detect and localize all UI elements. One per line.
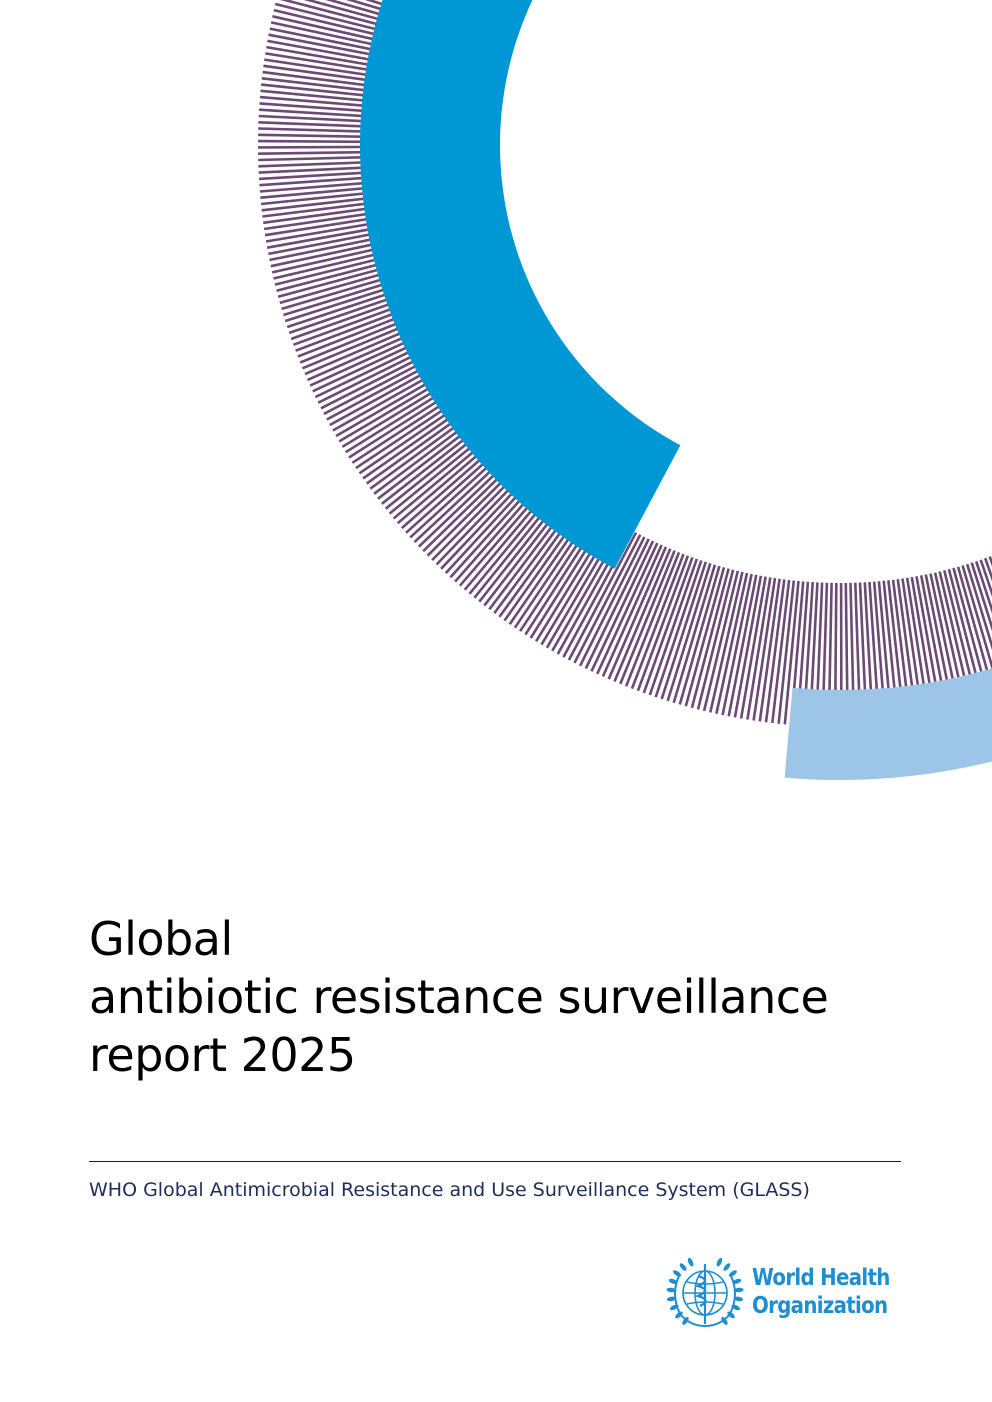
ring-stripe [666, 563, 712, 702]
ring-stripe [783, 580, 800, 725]
ring-stripe [672, 564, 717, 704]
laurel-leaf [668, 1278, 678, 1284]
laurel-leaf [675, 1311, 683, 1319]
laurel-leaf [669, 1304, 679, 1311]
ring-stripe [630, 553, 685, 690]
laurel-leaf [723, 1263, 731, 1271]
ring-stripe [733, 575, 763, 718]
ring-stripe [702, 570, 740, 712]
who-wordmark: World Health Organization [752, 1264, 890, 1320]
ring-stripe [636, 555, 690, 692]
ring-stripe [771, 579, 791, 724]
laurel-leaf [732, 1278, 742, 1284]
ring-stripe [596, 542, 659, 675]
ring-stripe [613, 548, 672, 683]
ring-stripe [607, 546, 668, 680]
title-line-2: antibiotic resistance surveillance [89, 970, 829, 1024]
ring-stripe [696, 569, 735, 710]
blue-arc [360, 0, 681, 569]
ring-stripe [660, 561, 708, 700]
title-divider [89, 1161, 901, 1162]
ring-stripe [727, 574, 758, 717]
ring-stripe [746, 577, 772, 720]
ring-stripe [709, 571, 744, 713]
ring-stripe [584, 538, 650, 670]
light-blue-block [784, 668, 992, 780]
ring-stripe [961, 565, 992, 671]
ring-stripe [590, 540, 655, 672]
who-name-line-1: World Health [752, 1265, 890, 1291]
report-title: Global antibiotic resistance surveillanc… [89, 910, 929, 1084]
decorative-ring-graphic [257, 0, 992, 780]
laurel-leaf [679, 1263, 687, 1271]
ring-stripe [970, 562, 992, 632]
ring-stripe [578, 536, 646, 667]
ring-stripe [764, 579, 786, 723]
ring-stripe [752, 577, 777, 721]
laurel-leaf [673, 1270, 682, 1277]
ring-stripe [654, 560, 703, 698]
ring-stripe [979, 559, 992, 598]
title-line-1: Global [89, 912, 233, 966]
title-line-3: report 2025 [89, 1028, 356, 1082]
ring-stripe [601, 544, 663, 678]
report-subtitle: WHO Global Antimicrobial Resistance and … [89, 1179, 810, 1201]
ring-stripe [965, 563, 992, 651]
ring-stripe [777, 580, 796, 724]
who-name-line-2: Organization [752, 1293, 888, 1319]
ring-stripe [974, 560, 992, 614]
laurel-leaf [687, 1257, 694, 1267]
laurel-leaf [727, 1311, 735, 1319]
laurel-leaf [666, 1287, 676, 1293]
laurel-leaf [721, 1316, 728, 1325]
ring-stripe [642, 556, 694, 694]
laurel-leaf [731, 1304, 741, 1311]
laurel-leaf [716, 1257, 723, 1267]
laurel-leaf [728, 1270, 737, 1277]
ring-stripe [739, 576, 767, 719]
ring-stripe [715, 572, 749, 714]
ring-stripe [684, 567, 726, 707]
who-emblem-icon [666, 1257, 744, 1328]
ring-stripe [648, 558, 699, 696]
laurel-leaf [682, 1316, 689, 1325]
laurel-leaf [733, 1296, 744, 1302]
ring-stripe [758, 578, 781, 722]
ring-stripe [624, 551, 681, 687]
who-logo: World Health Organization [664, 1256, 909, 1332]
ring-stripe [721, 573, 753, 716]
ring-stripe [690, 568, 730, 709]
ring-stripe [619, 550, 676, 685]
ring-stripe [678, 565, 721, 705]
laurel-leaf [734, 1287, 744, 1293]
ring-stripe [573, 534, 642, 664]
laurel-leaf [666, 1296, 677, 1302]
ring-stripe [567, 531, 638, 661]
